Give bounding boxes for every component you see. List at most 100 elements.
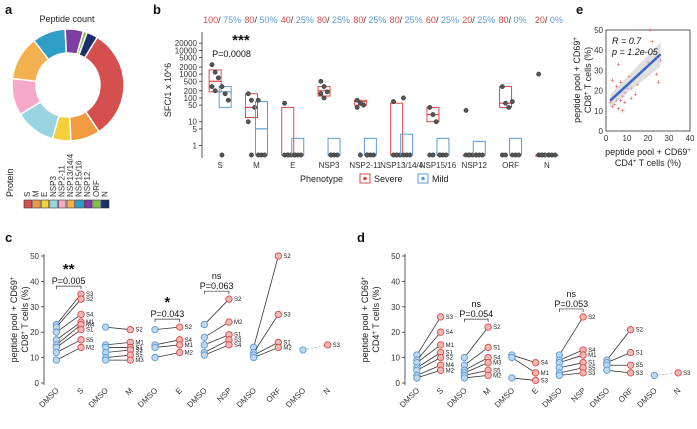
- c-sig-bracket-2: [154, 318, 181, 323]
- d-point-label-2-2: S3: [541, 378, 549, 384]
- d-sig-p-3: P=0.053: [554, 299, 588, 309]
- boxplot-point-severe-0-0: [209, 62, 215, 68]
- boxplot-legend-label-1: Mild: [432, 174, 449, 184]
- d-pep-point-1-1: [484, 343, 492, 352]
- panel-label-c: c: [5, 230, 12, 245]
- donut-slices: [11, 28, 125, 142]
- c-sig-bracket-3: [203, 290, 230, 295]
- panel-e-correlation: 0 10 20 30 40 50 0 10 20 30 40 peptide pool + CD69+…: [572, 26, 695, 168]
- c-point-label-1-5: M3: [135, 358, 144, 364]
- d-pep-point-3-5: [579, 369, 587, 377]
- d-pair-line-0-5: [416, 364, 441, 376]
- d-sig-bracket-3: [559, 308, 584, 312]
- panel-label-e: e: [576, 2, 583, 17]
- boxplot-pct-sep-6: /: [436, 15, 439, 25]
- c-pair-line-1-0: [105, 326, 131, 331]
- c-y-label-line2: CD8+ T cells (%): [20, 286, 30, 352]
- donut-legend-swatch-6: [75, 199, 84, 209]
- d-pep-point-0-1: [436, 328, 445, 336]
- c-pair-line-3-4: [204, 344, 230, 356]
- boxplot-pct-sep-1: /: [254, 15, 257, 25]
- c-point-label-5-0: S3: [333, 343, 341, 349]
- d-pair-line-1-5: [464, 374, 489, 379]
- donut-legend-label-1: M: [32, 190, 41, 197]
- boxplot-point-severe-8-2: [506, 104, 512, 110]
- c-point-label-4-1: S3: [283, 312, 291, 318]
- d-sig-bracket-1: [464, 318, 489, 323]
- boxplot-box-mild-3: [327, 137, 341, 156]
- d-pair-line-0-4: [416, 357, 441, 371]
- donut-legend-swatch-2: [40, 199, 50, 209]
- c-x-label-0: DMSO: [37, 386, 60, 409]
- d-point-label-2-0: S4: [541, 361, 549, 367]
- d-pair-line-0-2: [416, 344, 441, 364]
- boxplot-legend-swatch-1: [417, 173, 429, 184]
- boxplot-point-mild-0-0: [219, 84, 225, 90]
- donut-legend-label-8: ORF: [92, 180, 101, 197]
- boxplot-point-severe-2-0: [282, 100, 287, 106]
- d-pep-point-1-0: [484, 323, 492, 331]
- c-x-label-9: ORF: [264, 386, 282, 404]
- boxplot-severe-pct-1: 80: [244, 15, 254, 25]
- boxplot-point-severe-0-4: [212, 88, 218, 94]
- c-sig-p-3: P=0.063: [200, 281, 234, 291]
- donut-legend-label-2: E: [40, 192, 49, 197]
- correlation-x-tick-4: 40: [686, 134, 695, 143]
- c-point-label-2-1: S4: [185, 338, 193, 344]
- boxplot-mild-pct-6: 25%: [441, 15, 459, 25]
- c-pair-line-0-2: [56, 314, 82, 333]
- c-pair-line-0-7: [56, 347, 82, 361]
- d-dmso-point-2-1: [508, 353, 516, 362]
- boxplot-severe-pct-4: 80: [353, 15, 363, 25]
- boxplot-box-mild-0: [218, 86, 232, 108]
- boxplot-y-tick-label-10: 10000: [175, 46, 198, 55]
- boxplot-box-severe-8: [499, 86, 513, 108]
- boxplot-point-mild-1-0: [255, 97, 261, 103]
- boxplot-point-severe-8-0: [499, 84, 505, 90]
- boxplot-mild-pct-8: 0%: [514, 15, 527, 25]
- correlation-x-label-sup: +: [687, 148, 691, 154]
- boxplot-point-mild-8-3: [509, 152, 515, 158]
- d-x-label-10: DMSO: [635, 386, 658, 409]
- d-pair-line-1-1: [464, 347, 489, 366]
- d-pep-point-3-2: [579, 351, 587, 359]
- d-sig-p-1: P=0.054: [459, 309, 493, 319]
- donut-legend-label-4: NSP2-11: [57, 165, 66, 197]
- d-x-label-6: DMSO: [540, 386, 563, 409]
- boxplot-box-mild-8: [509, 137, 523, 156]
- boxplot-severe-pct-8: 80: [499, 15, 509, 25]
- boxplot-severe-pct-7: 20: [462, 15, 472, 25]
- c-point-label-3-2: S1: [234, 333, 242, 339]
- c-pep-point-4-3: [274, 343, 282, 352]
- boxplot-y-tick-label-7: 1000: [179, 70, 197, 79]
- d-point-label-3-3: S1: [588, 361, 596, 367]
- boxplot-y-tick-label-5: 200: [184, 87, 198, 96]
- panel-d-cd4-paired: 0 10 20 30 40 50 peptide pool + CD69+CD4+ T ce…: [360, 252, 691, 409]
- boxplot-severe-pct-3: 80: [317, 15, 327, 25]
- boxplot-point-severe-8-4: [503, 152, 508, 158]
- boxplot-y-tick-label-11: 20000: [175, 39, 198, 48]
- d-point-label-2-1: M1: [541, 371, 550, 377]
- d-pair-line-2-1: [511, 357, 536, 374]
- d-y-label-sup2: +: [372, 331, 378, 335]
- boxplot-box-severe-1: [244, 93, 258, 119]
- c-pep-point-4-1: [274, 310, 282, 319]
- c-pair-line-4-3: [253, 347, 279, 358]
- c-y-tick-label-0: 0: [35, 379, 40, 388]
- boxplot-severe-pct-0: 100: [203, 15, 218, 25]
- c-x-label-7: NSP: [215, 386, 233, 404]
- correlation-point-9: +: [619, 98, 623, 105]
- boxplot-x-label-1: M: [253, 161, 260, 170]
- boxplot-point-mild-5-2: [407, 152, 413, 158]
- boxplot-point-mild-2-2: [298, 152, 304, 158]
- correlation-point-14: +: [623, 100, 627, 107]
- donut-legend-swatch-0: [23, 199, 32, 209]
- donut-legend-swatch-9: [101, 199, 110, 209]
- c-y-tick-label-3: 30: [30, 303, 39, 312]
- c-point-label-0-0: S3: [86, 292, 94, 298]
- d-pep-point-1-3: [484, 359, 492, 367]
- cd8-marks: S3S2S4M1M4S1S5M2P=0.005**S2M1S1S3S5M3S2S…: [52, 252, 341, 364]
- donut-legend: S M E NSP3 NSP2-11 NSP13/14/4 NSP15/16 NSP12 ORF…: [23, 153, 110, 209]
- c-pep-point-0-7: [77, 343, 85, 352]
